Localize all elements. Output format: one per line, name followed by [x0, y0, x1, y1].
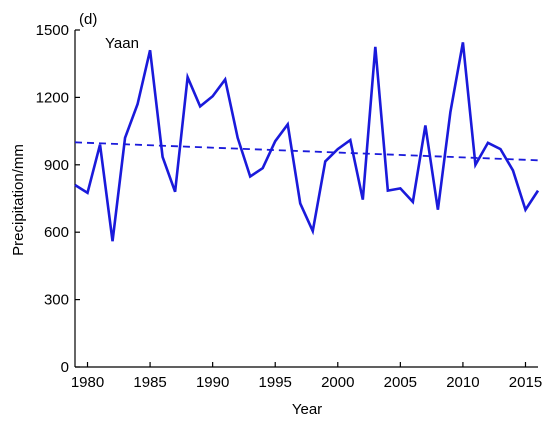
y-axis-title: Precipitation/mm — [10, 144, 27, 256]
y-ticks: 0 300 600 900 1200 1500 — [36, 22, 80, 376]
x-tick-label: 1995 — [259, 374, 292, 391]
x-tick-label: 2010 — [446, 374, 479, 391]
x-tick-label: 1990 — [196, 374, 229, 391]
x-tick-label: 1985 — [133, 374, 166, 391]
y-tick-label: 0 — [61, 359, 69, 376]
y-tick-label: 900 — [44, 157, 69, 174]
y-tick-label: 600 — [44, 224, 69, 241]
x-tick-label: 2005 — [384, 374, 417, 391]
trend-line — [74, 141, 539, 162]
y-tick-label: 1200 — [36, 89, 69, 106]
x-ticks: 1980 1985 1990 1995 2000 2005 2010 2015 — [71, 362, 542, 391]
x-tick-label: 2000 — [321, 374, 354, 391]
series-line-yaan — [74, 42, 540, 242]
series-label-yaan: Yaan — [105, 35, 139, 52]
x-tick-label: 1980 — [71, 374, 104, 391]
y-tick-label: 1500 — [36, 22, 69, 39]
y-tick-label: 300 — [44, 292, 69, 309]
x-tick-label: 2015 — [509, 374, 542, 391]
series-group — [74, 42, 540, 242]
panel-label: (d) — [79, 11, 97, 28]
x-axis-title: Year — [292, 401, 322, 418]
